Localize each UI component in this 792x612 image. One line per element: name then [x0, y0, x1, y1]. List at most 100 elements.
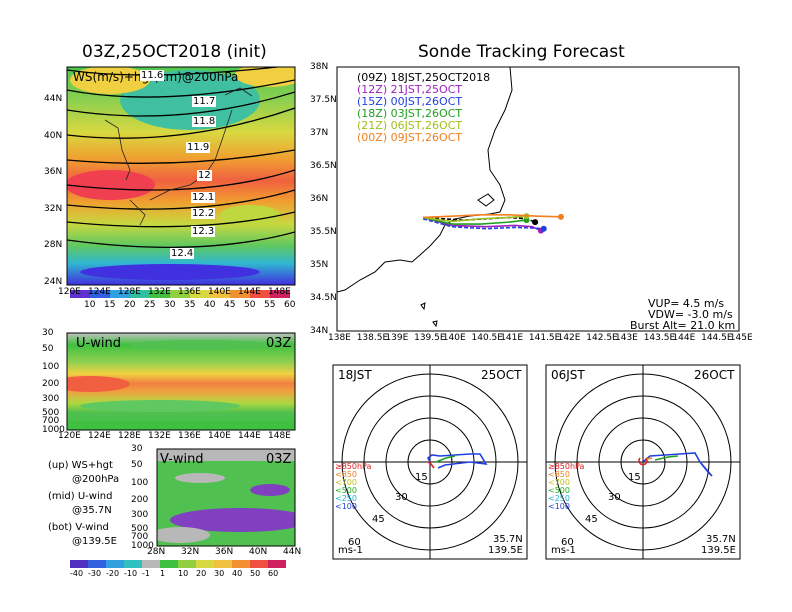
- v-colorbar-tick: -40: [70, 569, 84, 578]
- v-colorbar-tick: 60: [268, 569, 279, 578]
- note-sub: @35.7N: [72, 505, 112, 516]
- hodo-lat: 35.7N: [493, 534, 523, 545]
- track-lon-tick: 143E: [615, 333, 638, 343]
- hodo-ring: 30: [608, 492, 621, 503]
- u-level-tick: 50: [42, 344, 54, 354]
- track-lat-tick: 34N: [310, 326, 329, 336]
- v-colorbar-tick: -1: [142, 569, 150, 578]
- map-lon-tick: 148E: [268, 287, 291, 297]
- map-colorbar-tick: 35: [184, 300, 196, 310]
- u-lon-tick: 124E: [88, 431, 111, 441]
- track-stat: Burst Alt= 21.0 km: [630, 319, 736, 332]
- u-level-tick: 300: [42, 394, 60, 404]
- track-lon-tick: 144E: [672, 333, 696, 343]
- u-level-tick: 30: [42, 328, 54, 338]
- v-level-tick: 30: [131, 444, 143, 454]
- map-lon-tick: 128E: [118, 287, 141, 297]
- map-lat-tick: 32N: [44, 203, 63, 214]
- u-time: 03Z: [266, 336, 292, 351]
- hodograph-1: [332, 364, 528, 560]
- hodo-lat: 35.7N: [706, 534, 736, 545]
- track-lat-tick: 35.5N: [310, 227, 337, 237]
- track-lon-tick: 144.5E: [701, 333, 733, 343]
- track-legend-item: (00Z) 09JST,26OCT: [357, 131, 463, 144]
- hodo-level: <700: [335, 478, 357, 487]
- track-frame: [336, 66, 740, 332]
- v-level-tick: 200: [131, 495, 149, 505]
- v-wind-shading: [157, 449, 295, 546]
- hodo-date: 25OCT: [481, 368, 522, 382]
- v-colorbar-tick: 10: [178, 569, 189, 578]
- track-legend-item: (15Z) 00JST,26OCT: [357, 95, 463, 108]
- track-lat-tick: 35N: [310, 260, 329, 270]
- v-lat-tick: 36N: [215, 547, 234, 557]
- u-lon-tick: 144E: [238, 431, 261, 441]
- track-series-3: [422, 216, 527, 225]
- u-level-tick: 100: [42, 362, 60, 372]
- height-contours: [67, 67, 295, 248]
- v-level-tick: 100: [131, 478, 149, 488]
- hodo-level: <250: [335, 494, 357, 503]
- hodo-level: <500: [335, 486, 357, 495]
- u-level-tick: 500: [42, 408, 60, 418]
- hodograph-2: [545, 364, 741, 560]
- map-colorbar-tick: 25: [144, 300, 156, 310]
- track-lon-tick: 141.5E: [528, 333, 561, 343]
- map-colorbar-tick: 20: [124, 300, 136, 310]
- map-lat-tick: 40N: [44, 130, 63, 141]
- hodo-level: <100: [335, 502, 357, 511]
- contour-label: 12.3: [191, 226, 216, 237]
- track-lon-tick: 138.5E: [356, 333, 389, 343]
- contour-label: 11.8: [192, 116, 217, 127]
- v-colorbar-tick: -30: [88, 569, 102, 578]
- v-lat-tick: 44N: [283, 547, 302, 557]
- map-colorbar-tick: 40: [204, 300, 216, 310]
- v-level-tick: 50: [131, 460, 143, 470]
- track-lon-tick: 141E: [500, 333, 524, 343]
- left-title: 03Z,25OCT2018 (init): [82, 42, 267, 62]
- hodo-time: 18JST: [338, 368, 372, 382]
- map-lon-tick: 140E: [208, 287, 231, 297]
- u-lon-tick: 148E: [268, 431, 291, 441]
- track-legend-item: (18Z) 03JST,26OCT: [357, 107, 463, 120]
- note-sub: @200hPa: [72, 474, 120, 485]
- hodo-level: ≥850hPa: [548, 462, 585, 471]
- v-colorbar-tick: -10: [124, 569, 138, 578]
- v-label: V-wind: [160, 452, 204, 467]
- u-lon-tick: 136E: [178, 431, 201, 441]
- v-colorbar-tick: 50: [250, 569, 261, 578]
- map-colorbar-tick: 30: [164, 300, 176, 310]
- hodo-level: <500: [548, 486, 570, 495]
- track-lat-tick: 36N: [310, 194, 329, 204]
- track-stat: VUP= 4.5 m/s: [648, 297, 725, 310]
- hodo-ring: 15: [415, 472, 428, 483]
- v-colorbar-tick: 30: [214, 569, 225, 578]
- track-endpoint-5: [557, 213, 564, 220]
- u-wind-shading: [67, 333, 295, 430]
- track-legend-item: (21Z) 06JST,26OCT: [357, 119, 463, 132]
- hodo-level: <850: [335, 470, 357, 479]
- track-endpoint-2: [540, 225, 547, 232]
- v-level-tick: 300: [131, 510, 149, 520]
- hodo-ring: 60: [348, 537, 361, 548]
- contour-label: 12.2: [191, 208, 216, 219]
- u-level-tick: 700: [42, 416, 60, 426]
- track-lon-tick: 139E: [385, 333, 409, 343]
- track-stat: VDW= -3.0 m/s: [648, 308, 733, 321]
- track-lon-tick: 143.5E: [643, 333, 676, 343]
- map-colorbar-tick: 45: [224, 300, 236, 310]
- v-level-tick: 1000: [131, 541, 154, 551]
- u-lon-tick: 132E: [148, 431, 171, 441]
- note-line: (up) WS+hgt: [48, 460, 113, 471]
- track-legend-item: (09Z) 18JST,25OCT2018: [357, 71, 491, 84]
- hodo-ring: 60: [561, 537, 574, 548]
- track-series-2: [422, 218, 544, 230]
- track-lat-tick: 38N: [310, 62, 329, 72]
- v-level-tick: 700: [131, 532, 149, 542]
- hodo-ring: 45: [585, 514, 598, 525]
- v-level-tick: 500: [131, 524, 149, 534]
- track-lon-tick: 139.5E: [414, 333, 446, 343]
- u-level-tick: 1000: [42, 425, 65, 435]
- hodo-level: <700: [548, 478, 570, 487]
- map-colorbar-tick: 15: [104, 300, 116, 310]
